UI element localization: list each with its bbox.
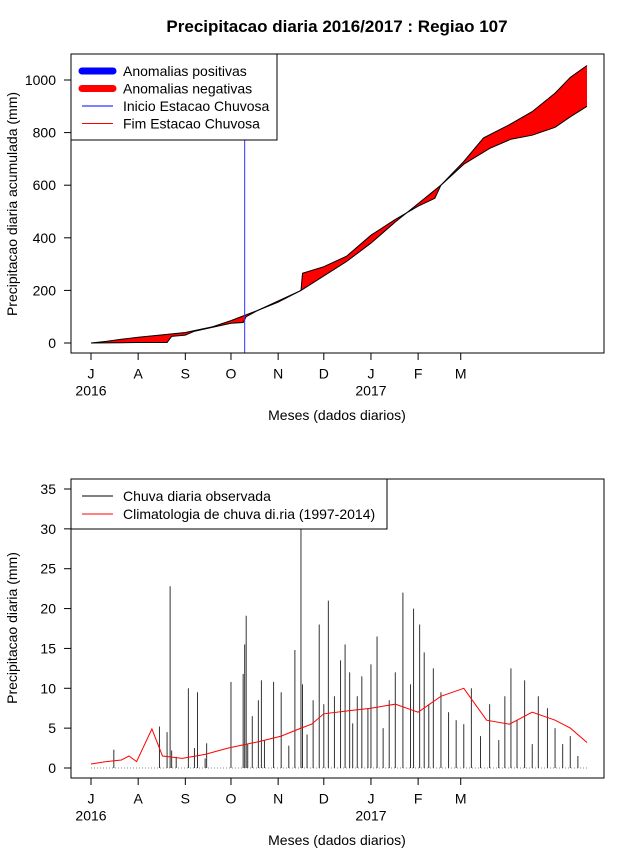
legend-label-bottom: Chuva diaria observada — [123, 488, 271, 504]
x-axis-label-bottom: Meses (dados diarios) — [268, 832, 406, 848]
cumulative-panel: 0 200 400 600 800 1000 J A S O N D J F M 2016 2017 Prec… — [4, 53, 605, 423]
observed-cumulative-line — [90, 105, 588, 344]
x-tick-label-bottom: O — [226, 790, 237, 806]
legend-label-top: Fim Estacao Chuvosa — [123, 116, 260, 132]
y-axis-label-top: Precipitacao diaria acumulada (mm) — [4, 92, 20, 316]
x-tick-label-bottom: N — [273, 790, 283, 806]
year-label-top: 2016 — [75, 382, 106, 398]
legend-label-bottom: Climatologia de chuva di.ria (1997-2014) — [123, 506, 375, 522]
x-tick-label-bottom: F — [414, 790, 423, 806]
legend-bottom: Chuva diaria observada Climatologia de ch… — [70, 478, 388, 530]
y-tick-label-bottom: 30 — [40, 521, 56, 537]
x-tick-label-top: J — [88, 365, 95, 381]
y-tick-label-top: 1000 — [25, 72, 56, 88]
x-tick-label-bottom: J — [88, 790, 95, 806]
y-tick-label-bottom: 20 — [40, 601, 56, 617]
x-tick-label-top: J — [367, 365, 374, 381]
x-tick-label-top: F — [414, 365, 423, 381]
x-tick-label-top: N — [273, 365, 283, 381]
x-tick-label-bottom: M — [455, 790, 467, 806]
y-tick-label-bottom: 5 — [48, 720, 56, 736]
year-label-top: 2017 — [355, 382, 386, 398]
x-tick-label-top: M — [455, 365, 467, 381]
x-tick-label-bottom: D — [319, 790, 329, 806]
chart-title: Precipitacao diaria 2016/2017 : Regiao 1… — [166, 17, 507, 36]
y-tick-label-bottom: 10 — [40, 680, 56, 696]
y-tick-label-top: 600 — [33, 177, 57, 193]
y-tick-label-top: 200 — [33, 282, 57, 298]
x-tick-label-bottom: A — [133, 790, 143, 806]
x-tick-label-bottom: S — [181, 790, 190, 806]
y-tick-label-bottom: 25 — [40, 561, 56, 577]
year-label-bottom: 2016 — [75, 807, 106, 823]
y-axis-label-bottom: Precipitacao diaria (mm) — [4, 552, 20, 704]
x-tick-label-bottom: J — [367, 790, 374, 806]
x-tick-label-top: D — [319, 365, 329, 381]
legend-label-top: Anomalias positivas — [123, 63, 247, 79]
y-tick-label-top: 0 — [48, 335, 56, 351]
climatology-cumulative-line — [90, 65, 588, 344]
y-tick-label-top: 800 — [33, 125, 57, 141]
legend-top: Anomalias positivas Anomalias negativasIn… — [70, 53, 278, 141]
y-tick-label-bottom: 15 — [40, 640, 56, 656]
legend-box-bottom — [70, 478, 388, 530]
y-tick-label-top: 400 — [33, 230, 57, 246]
climatology-daily-line — [90, 687, 588, 765]
x-tick-label-top: O — [226, 365, 237, 381]
year-label-bottom: 2017 — [355, 807, 386, 823]
daily-panel: 0 5 10 15 20 25 30 35 J A S O N D J F M 2016 2017 Precipi… — [4, 478, 605, 848]
y-tick-label-bottom: 0 — [48, 760, 56, 776]
x-tick-label-top: A — [133, 365, 143, 381]
legend-label-top: Inicio Estacao Chuvosa — [123, 98, 270, 114]
x-tick-label-top: S — [181, 365, 190, 381]
x-axis-label-top: Meses (dados diarios) — [268, 407, 406, 423]
legend-label-top: Anomalias negativas — [123, 81, 252, 97]
y-tick-label-bottom: 35 — [40, 481, 56, 497]
